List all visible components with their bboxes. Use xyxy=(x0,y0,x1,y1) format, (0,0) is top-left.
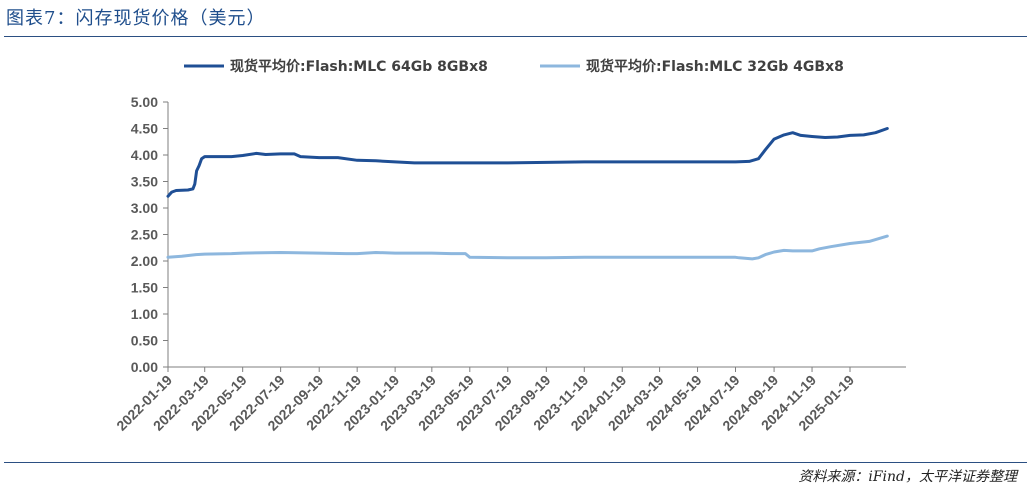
y-tick-label: 4.00 xyxy=(131,147,158,163)
bottom-rule xyxy=(4,462,1027,463)
legend-label-2: 现货平均价:Flash:MLC 32Gb 4GBx8 xyxy=(586,58,844,75)
y-tick-label: 2.50 xyxy=(131,227,158,243)
series-line-1 xyxy=(166,127,889,198)
series-lines xyxy=(166,127,889,261)
y-axis: 0.00 0.50 1.00 1.50 2.00 2.50 3.00 3.50 4.00 4.50… xyxy=(131,94,169,375)
legend-label-1: 现货平均价:Flash:MLC 64Gb 8GBx8 xyxy=(230,58,488,75)
y-tick-label: 3.00 xyxy=(131,200,158,216)
x-axis: 2022-01-192022-03-192022-05-192022-07-19… xyxy=(113,366,906,434)
y-tick-label: 5.00 xyxy=(131,94,158,110)
y-tick-label: 0.50 xyxy=(131,333,158,349)
y-tick-label: 3.50 xyxy=(131,174,158,190)
y-tick-label: 4.50 xyxy=(131,121,158,137)
y-tick-label: 0.00 xyxy=(131,359,158,375)
y-tick-label: 1.50 xyxy=(131,280,158,296)
figure-title: 图表7：闪存现货价格（美元） xyxy=(6,8,266,29)
source-note: 资料来源：iFind，太平洋证券整理 xyxy=(798,469,1017,485)
series-line-2 xyxy=(166,234,889,261)
line-chart: 现货平均价:Flash:MLC 64Gb 8GBx8 现货平均价:Flash:ML… xyxy=(113,58,906,434)
legend: 现货平均价:Flash:MLC 64Gb 8GBx8 现货平均价:Flash:ML… xyxy=(184,58,844,75)
y-tick-label: 1.00 xyxy=(131,306,158,322)
top-rule xyxy=(4,36,1027,37)
y-tick-label: 2.00 xyxy=(131,253,158,269)
